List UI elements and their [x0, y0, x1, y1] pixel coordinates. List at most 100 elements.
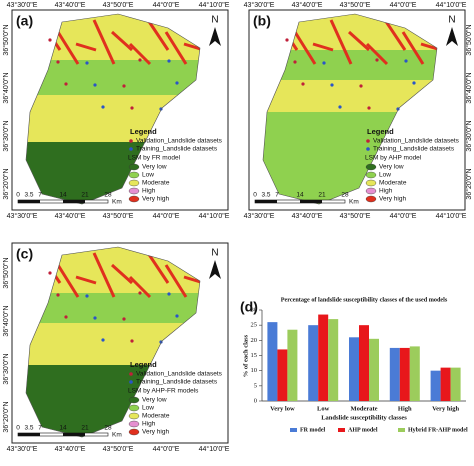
map-ridge	[312, 42, 334, 52]
legend-label: Moderate	[379, 180, 407, 187]
lat-label: 36°50'0"N	[2, 24, 10, 55]
bar	[389, 347, 400, 401]
landslide-point	[301, 82, 305, 86]
x-tick-label: Moderate	[350, 405, 377, 412]
y-tick-label: 30	[251, 306, 258, 313]
landslide-point	[85, 61, 89, 65]
north-label: N	[211, 248, 218, 259]
lat-label: 36°40'0"N	[465, 72, 473, 103]
scale-label: 14	[59, 425, 67, 432]
scale-bar	[63, 200, 85, 203]
map-zone	[263, 50, 437, 82]
landslide-point	[93, 83, 97, 87]
y-axis-label: % of each class	[242, 334, 249, 377]
landslide-point	[56, 293, 60, 297]
landslide-point	[93, 316, 97, 320]
legend-label: Very low	[142, 397, 167, 404]
landslide-point	[359, 84, 363, 88]
legend-swatch	[128, 428, 140, 436]
lon-label: 43°40'0"E	[292, 1, 323, 9]
landslide-point	[122, 84, 126, 88]
legend-swatch	[128, 420, 140, 428]
scale-bar	[18, 200, 40, 203]
scale-label: 21	[81, 425, 89, 432]
legend-label: Training_Landslide datasets	[136, 146, 218, 153]
legend-swatch	[290, 428, 297, 432]
lat-label: 36°40'0"N	[2, 72, 10, 103]
scale-label: 28	[104, 192, 112, 199]
legend-label: Very low	[379, 164, 404, 171]
legend-label: Very low	[142, 164, 167, 171]
legend-swatch	[365, 171, 377, 179]
landslide-point	[175, 314, 179, 318]
legend-dot	[129, 372, 133, 376]
landslide-point	[322, 61, 326, 65]
bar	[267, 322, 278, 401]
bar	[349, 337, 359, 401]
legend-label: Very high	[142, 429, 169, 436]
scale-bar	[255, 200, 277, 203]
landslide-point	[330, 83, 334, 87]
lat-label: 36°30'0"N	[2, 353, 10, 384]
scale-label: 0	[16, 192, 20, 199]
lon-label: 44°0'0"E	[153, 445, 180, 453]
bar	[369, 338, 379, 401]
north-arrow	[209, 27, 221, 46]
map-ridge	[92, 252, 116, 298]
lon-label: 43°30'0"E	[7, 445, 38, 453]
x-axis-label: Landslide susceptibility classes	[321, 414, 407, 421]
legend-swatch	[338, 428, 345, 432]
map-ridge	[75, 42, 97, 52]
landslide-point	[130, 339, 134, 343]
lon-label: 43°30'0"E	[7, 1, 38, 9]
lon-label: 43°40'0"E	[55, 1, 86, 9]
lon-label: 43°50'0"E	[340, 1, 371, 9]
north-label: N	[448, 15, 455, 26]
y-tick-label: 0	[254, 397, 257, 404]
legend-label: Training_Landslide datasets	[136, 379, 218, 386]
legend-dot	[129, 147, 133, 151]
lon-label: 44°10'0"E	[199, 445, 230, 453]
legend-swatch	[365, 187, 377, 195]
legend-swatch	[128, 179, 140, 187]
panel-label: (d)	[240, 299, 258, 315]
panel-label: (c)	[16, 246, 33, 262]
scale-label: 28	[104, 425, 112, 432]
legend-label: Moderate	[142, 180, 170, 187]
lon-label: 43°40'0"E	[55, 445, 86, 453]
legend-swatch	[128, 404, 140, 412]
legend-label: Very high	[379, 196, 406, 203]
bar	[328, 319, 339, 401]
legend-label: High	[142, 188, 156, 195]
landslide-point	[375, 58, 379, 62]
bar	[409, 346, 420, 401]
legend-label: LSM by FR model	[128, 155, 181, 162]
legend-title: Legend	[367, 127, 394, 136]
lon-label: 43°40'0"E	[55, 212, 86, 220]
legend-swatch	[398, 428, 405, 432]
scale-bar	[63, 433, 85, 436]
map-ridge	[92, 19, 116, 65]
landslide-point	[64, 315, 68, 319]
landslide-point	[56, 60, 60, 64]
bar	[277, 349, 288, 401]
x-tick-label: Very low	[270, 405, 295, 412]
lon-label: 44°10'0"E	[199, 212, 230, 220]
map-ridge	[420, 42, 437, 52]
bar	[359, 325, 369, 401]
map-ridge	[75, 275, 97, 285]
bar	[440, 367, 451, 401]
panel-label: (b)	[253, 13, 271, 29]
legend-label: AHP model	[348, 427, 378, 433]
lon-label: 44°10'0"E	[436, 1, 467, 9]
y-tick-label: 20	[251, 337, 258, 344]
landslide-point	[175, 81, 179, 85]
bar	[430, 370, 441, 401]
bar	[450, 367, 461, 401]
landslide-point	[138, 291, 142, 295]
legend-swatch	[365, 179, 377, 187]
map-ridge	[383, 19, 407, 51]
map-ridge	[329, 19, 353, 65]
landslide-point	[167, 59, 171, 63]
